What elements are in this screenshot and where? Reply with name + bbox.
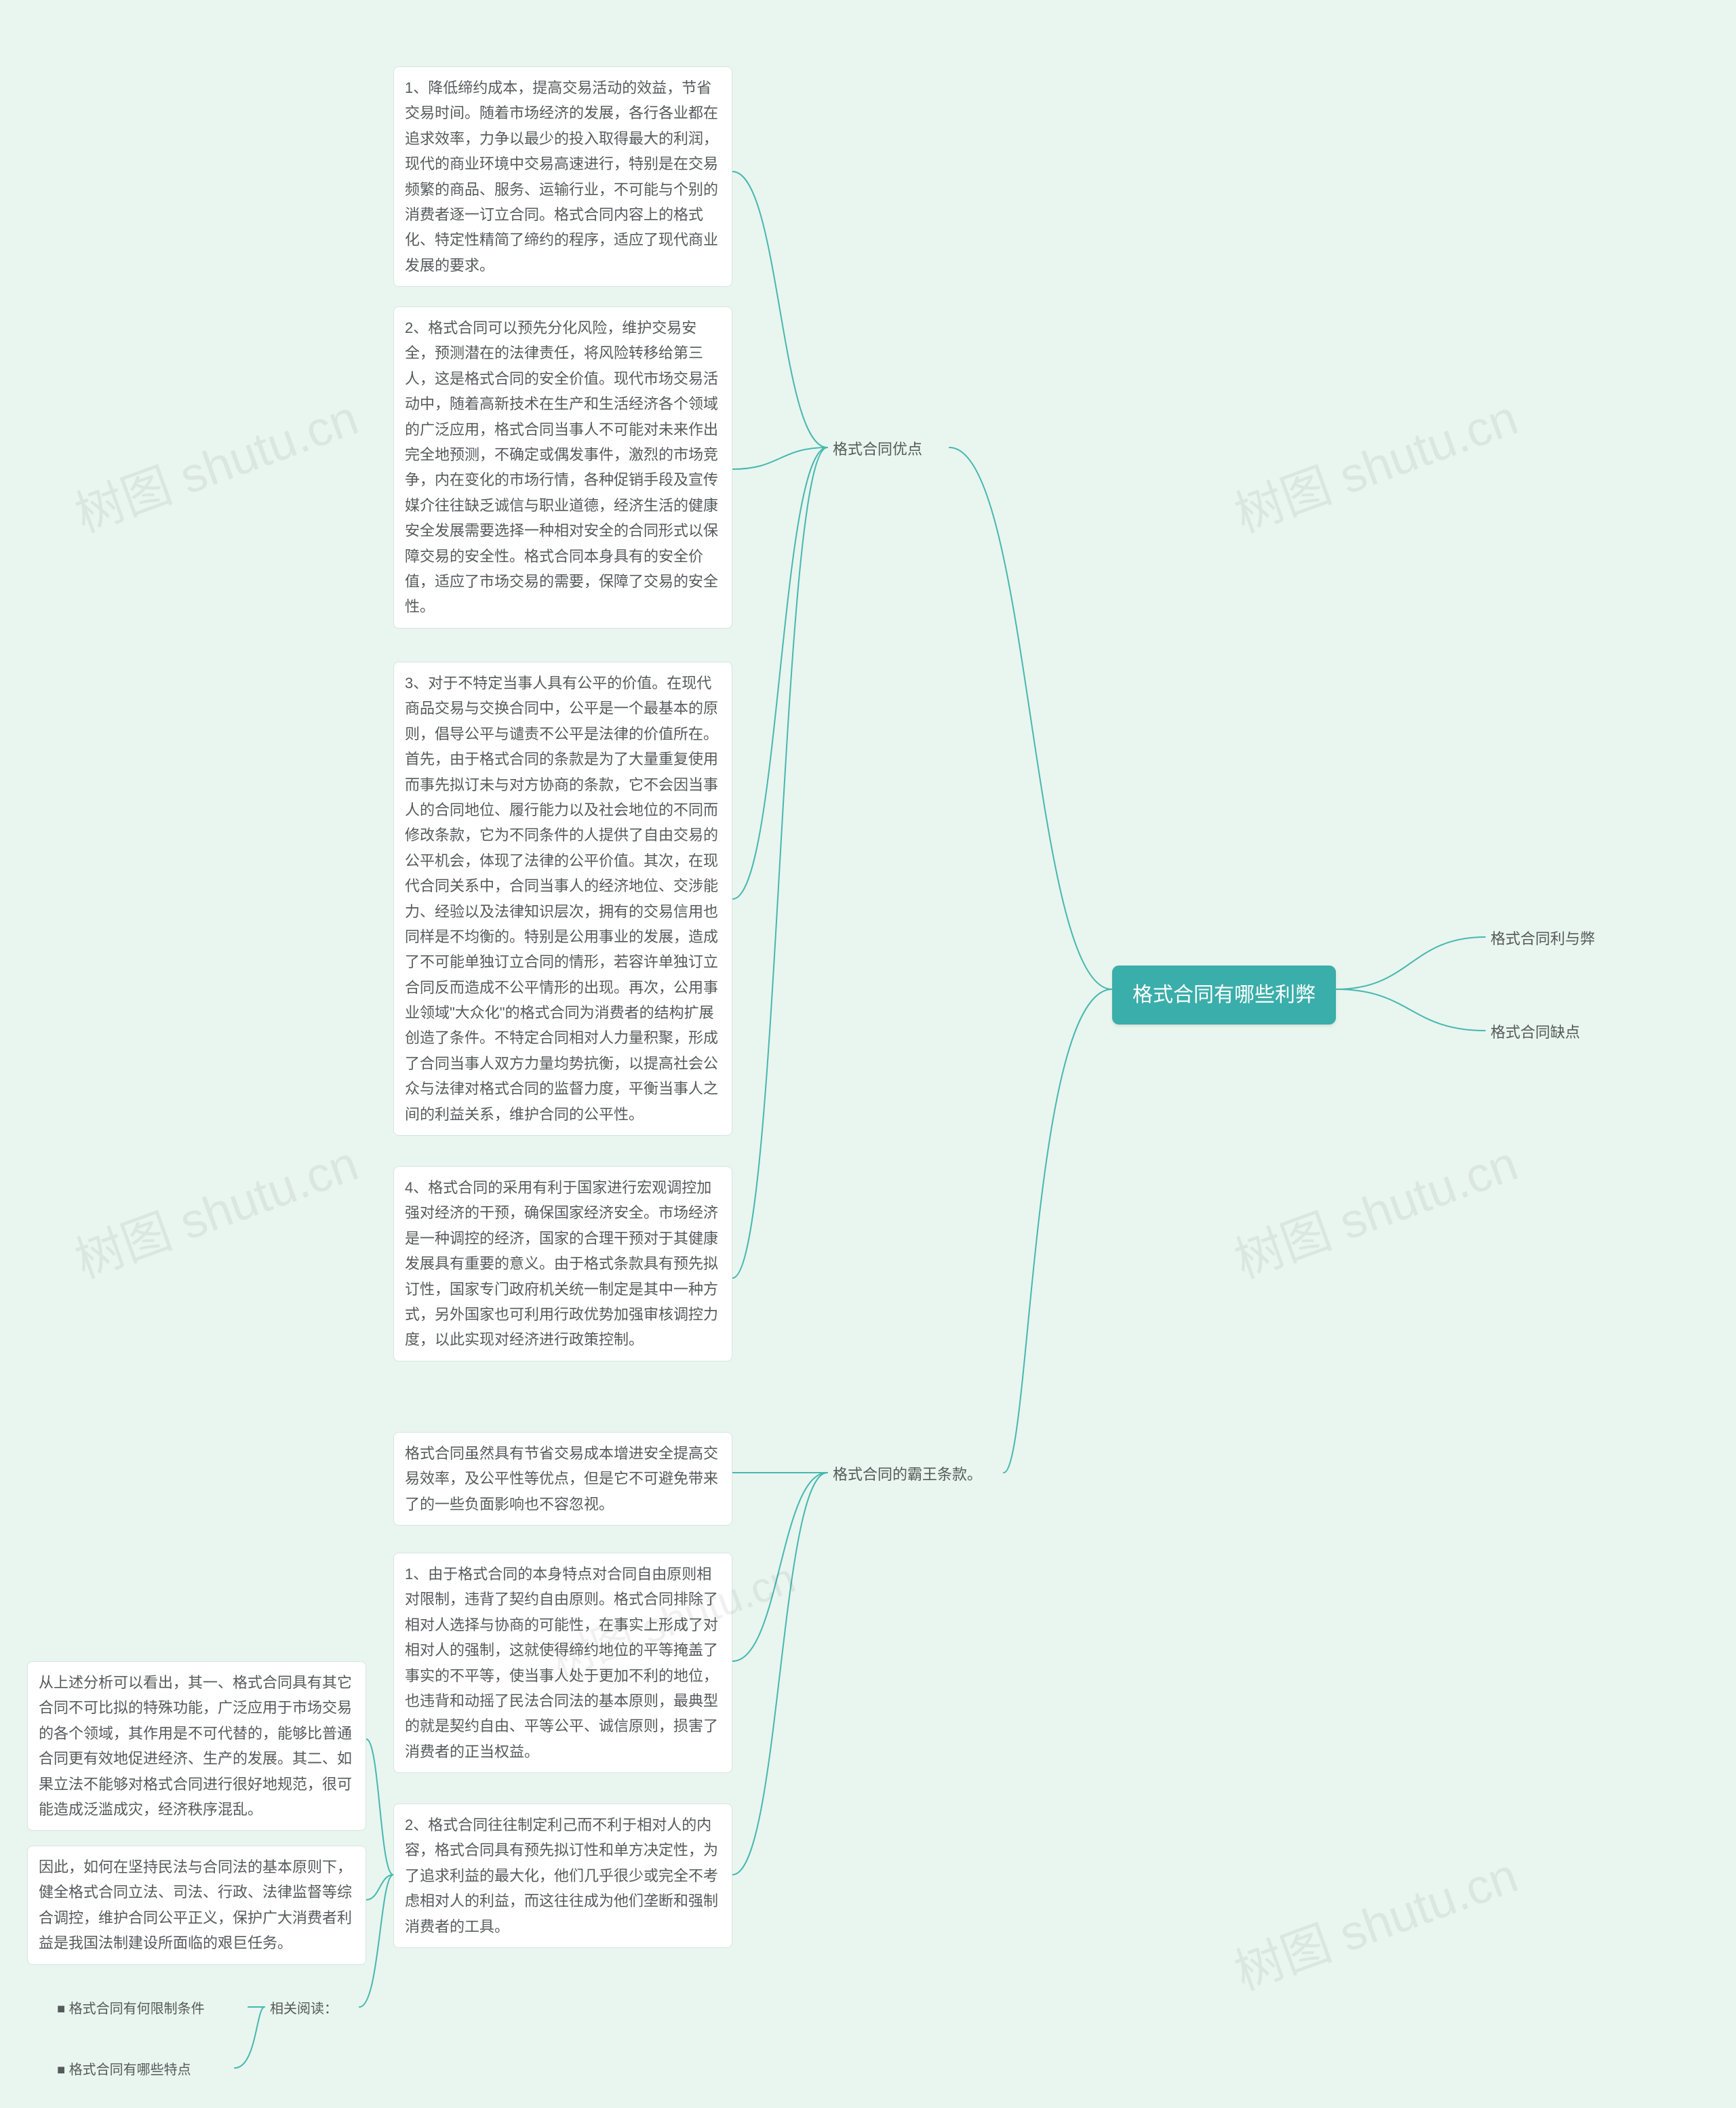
watermark: 树图 shutu.cn bbox=[1223, 1123, 1526, 1292]
leaf-conclusion-2: 因此，如何在坚持民法与合同法的基本原则下，健全格式合同立法、司法、行政、法律监督… bbox=[27, 1846, 366, 1965]
leaf-advantage-4: 4、格式合同的采用有利于国家进行宏观调控加强对经济的干预，确保国家经济安全。市场… bbox=[393, 1166, 732, 1361]
branch-advantages: 格式合同优点 bbox=[827, 434, 949, 464]
branch-right-1: 格式合同利与弊 bbox=[1485, 923, 1621, 954]
leaf-disadvantage-1: 1、由于格式合同的本身特点对合同自由原则相对限制，违背了契约自由原则。格式合同排… bbox=[393, 1553, 732, 1773]
related-link-2[interactable]: ■ 格式合同有哪些特点 bbox=[52, 2056, 235, 2084]
root-node: 格式合同有哪些利弊 bbox=[1112, 966, 1336, 1025]
mindmap-canvas: 格式合同有哪些利弊 格式合同利与弊 格式合同缺点 格式合同优点 格式合同的霸王条… bbox=[0, 0, 1736, 2108]
leaf-conclusion-1: 从上述分析可以看出，其一、格式合同具有其它合同不可比拟的特殊功能，广泛应用于市场… bbox=[27, 1661, 366, 1831]
related-reading-label: 相关阅读： bbox=[264, 1995, 359, 2023]
branch-overlord-clause: 格式合同的霸王条款。 bbox=[827, 1459, 1004, 1490]
watermark: 树图 shutu.cn bbox=[1223, 378, 1526, 546]
watermark: 树图 shutu.cn bbox=[64, 378, 366, 546]
watermark: 树图 shutu.cn bbox=[1223, 1835, 1526, 2004]
watermark: 树图 shutu.cn bbox=[64, 1123, 366, 1292]
branch-right-2: 格式合同缺点 bbox=[1485, 1017, 1607, 1048]
leaf-advantage-1: 1、降低缔约成本，提高交易活动的效益，节省交易时间。随着市场经济的发展，各行各业… bbox=[393, 66, 732, 287]
leaf-advantage-3: 3、对于不特定当事人具有公平的价值。在现代商品交易与交换合同中，公平是一个最基本… bbox=[393, 662, 732, 1136]
leaf-disadvantage-2: 2、格式合同往往制定利己而不利于相对人的内容，格式合同具有预先拟订性和单方决定性… bbox=[393, 1804, 732, 1948]
leaf-advantage-2: 2、格式合同可以预先分化风险，维护交易安全，预测潜在的法律责任，将风险转移给第三… bbox=[393, 306, 732, 629]
related-link-1[interactable]: ■ 格式合同有何限制条件 bbox=[52, 1995, 248, 2023]
leaf-disadvantage-intro: 格式合同虽然具有节省交易成本增进安全提高交易效率，及公平性等优点，但是它不可避免… bbox=[393, 1432, 732, 1526]
